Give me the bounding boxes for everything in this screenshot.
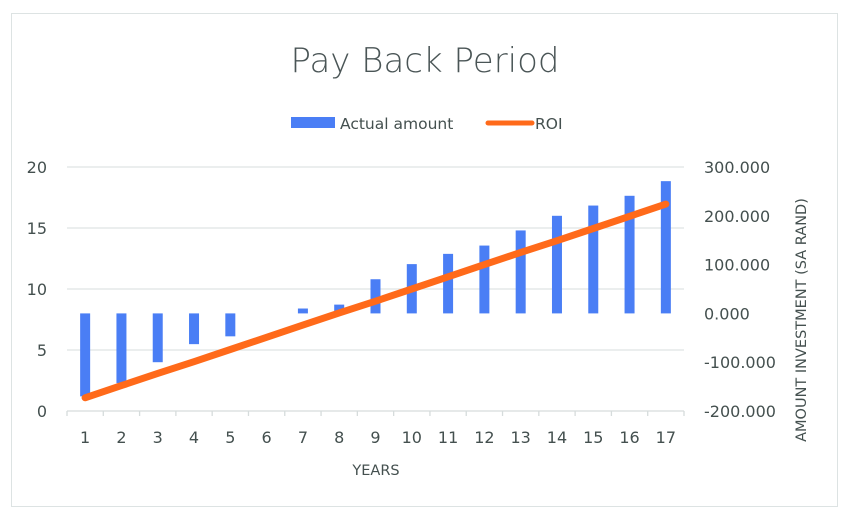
legend: Actual amount ROI <box>291 115 563 133</box>
left-tick-label: 0 <box>37 402 47 421</box>
bar <box>551 215 562 314</box>
right-tick-label: 300.000 <box>704 158 770 177</box>
bar-series-actual-amount <box>80 181 671 397</box>
x-axis: 1 2 3 4 5 6 7 8 9 10 11 12 13 14 15 16 17 <box>66 410 685 447</box>
x-tick-label: 5 <box>225 428 235 447</box>
x-tick-label: 11 <box>438 428 458 447</box>
x-tick-label: 10 <box>402 428 422 447</box>
x-axis-title: YEARS <box>351 463 399 479</box>
left-tick-label: 10 <box>27 280 47 299</box>
bar <box>479 245 490 314</box>
x-tick-label: 6 <box>262 428 272 447</box>
chart-frame <box>11 13 838 507</box>
line-series-roi <box>81 200 670 402</box>
right-tick-label: 0.000 <box>704 304 750 323</box>
bar <box>624 195 635 314</box>
bar <box>297 308 308 314</box>
x-tick-label: 2 <box>116 428 126 447</box>
x-tick-label: 17 <box>656 428 676 447</box>
right-tick-label: -200.000 <box>704 402 776 421</box>
legend-swatch-actual-amount <box>291 117 335 128</box>
bar <box>370 279 381 314</box>
left-tick-label: 15 <box>27 219 47 238</box>
chart-title: Pay Back Period <box>290 41 559 81</box>
left-tick-label: 20 <box>27 158 47 177</box>
bar <box>225 313 236 337</box>
right-tick-label: 100.000 <box>704 256 770 275</box>
x-tick-label: 12 <box>474 428 494 447</box>
x-tick-label: 14 <box>547 428 567 447</box>
bar <box>660 181 671 314</box>
x-tick-label: 13 <box>510 428 530 447</box>
roi-line <box>81 200 670 402</box>
x-tick-label: 1 <box>80 428 90 447</box>
right-tick-label: 200.000 <box>704 207 770 226</box>
bar <box>334 304 345 314</box>
legend-label-roi: ROI <box>535 115 563 133</box>
bar <box>443 253 454 314</box>
right-tick-label: -100.000 <box>704 353 776 372</box>
legend-label-actual-amount: Actual amount <box>340 115 453 133</box>
x-tick-label: 7 <box>298 428 308 447</box>
bar <box>80 313 91 397</box>
x-tick-label: 15 <box>583 428 603 447</box>
x-tick-label: 8 <box>334 428 344 447</box>
bar <box>588 205 599 314</box>
bar <box>515 230 526 314</box>
x-tick-label: 16 <box>619 428 639 447</box>
right-axis: -200.000 -100.000 0.000 100.000 200.000 300.0… <box>704 158 776 421</box>
x-tick-label: 3 <box>153 428 163 447</box>
left-axis: 0 5 10 15 20 <box>27 158 47 421</box>
x-tick-label: 4 <box>189 428 199 447</box>
right-axis-title: AMOUNT INVESTMENT (SA RAND) <box>794 198 810 442</box>
bar <box>189 313 200 345</box>
x-tick-label: 9 <box>370 428 380 447</box>
left-tick-label: 5 <box>37 341 47 360</box>
bar <box>116 313 127 384</box>
bar <box>152 313 163 363</box>
